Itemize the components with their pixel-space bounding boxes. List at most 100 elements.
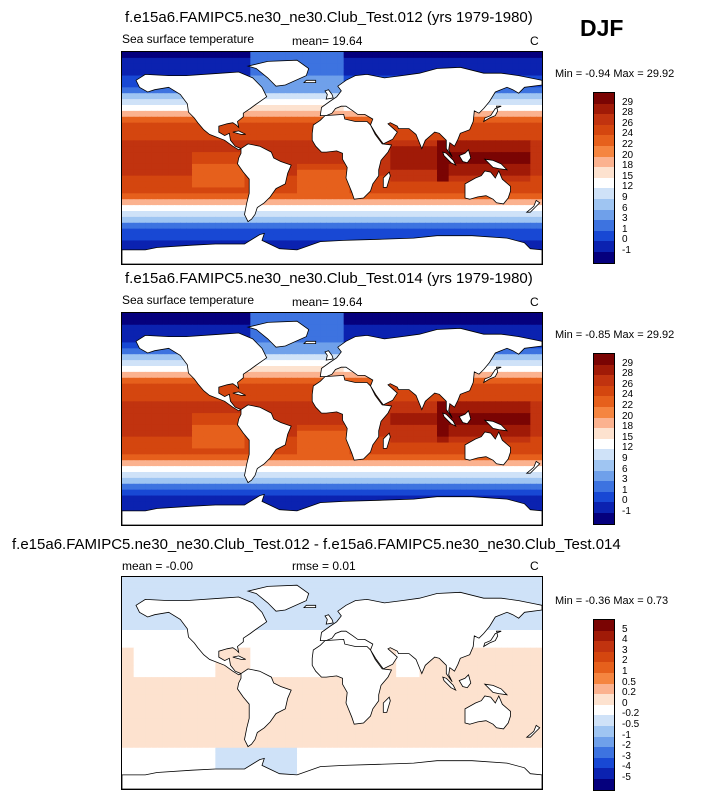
land-north-america [135, 332, 268, 412]
colorbar-tick-label: 2 [622, 655, 628, 667]
map-svg [122, 52, 542, 264]
colorbar-tick-label: 9 [622, 453, 628, 464]
colorbar-tick-label: 24 [622, 389, 634, 401]
colorbar-tick-label: -4 [622, 761, 631, 773]
colorbar-cell [594, 156, 614, 168]
colorbar-cell [594, 512, 614, 524]
colorbar-tick-label: 6 [622, 202, 628, 214]
colorbar-tick-label: -5 [622, 772, 631, 783]
land-new-zealand [525, 199, 541, 213]
panel-3-title: f.e15a6.FAMIPC5.ne30_ne30.Club_Test.012 … [12, 536, 621, 553]
colorbar-tick-label: 26 [622, 378, 634, 390]
colorbar-cell [594, 736, 614, 748]
colorbar-cell [594, 449, 614, 460]
colorbar-cell [594, 114, 614, 125]
land-japan [483, 630, 502, 648]
colorbar-tick-label: 5 [622, 623, 628, 635]
colorbar-cell [594, 459, 614, 471]
land-australia [464, 431, 511, 466]
colorbar-cell [594, 188, 614, 199]
season-label: DJF [580, 15, 624, 41]
land-north-america [135, 596, 268, 676]
colorbar-cell [594, 354, 614, 365]
panel-2-mean: mean= 19.64 [292, 295, 362, 309]
colorbar-tick-label: 22 [622, 400, 634, 411]
colorbar-tick-label: 29 [622, 96, 634, 108]
colorbar-tick-label: 3 [622, 644, 628, 656]
colorbar-cell [594, 396, 614, 407]
land-greenland [246, 320, 310, 348]
land-greenland [246, 59, 310, 87]
colorbar-tick-label: 20 [622, 149, 634, 161]
colorbar-tick-label: 9 [622, 192, 628, 203]
colorbar-tick-label: -0.5 [622, 719, 640, 730]
colorbar-cell [594, 768, 614, 779]
land-borneo [458, 410, 472, 425]
panel-2-colorbar [593, 353, 615, 525]
colorbar-cell [594, 103, 614, 115]
panel-1-variable: Sea surface temperature [122, 32, 255, 46]
panel-1-map [121, 51, 543, 265]
land-europe-asia [319, 591, 542, 683]
panel-3-mean-label: mean = [122, 559, 163, 573]
colorbar-tick-label: 3 [622, 474, 628, 486]
colorbar-cell [594, 145, 614, 157]
panel-3-rmse-label: rmse = [292, 559, 330, 573]
colorbar-tick-label: 3 [622, 213, 628, 225]
land-antarctica [122, 493, 542, 525]
colorbar-tick-label: 28 [622, 368, 634, 380]
panel-3-mean: mean = -0.00 [122, 559, 193, 573]
panel-1-colorbar [593, 92, 615, 264]
colorbar-cell [594, 672, 614, 684]
colorbar-tick-label: 26 [622, 117, 634, 129]
land-uk [324, 89, 334, 100]
colorbar-cell [594, 177, 614, 189]
colorbar-tick-label: 12 [622, 442, 634, 454]
colorbar-tick-label: -1 [622, 245, 631, 256]
colorbar-cell [594, 620, 614, 631]
land-africa [311, 374, 393, 461]
colorbar-cell [594, 230, 614, 242]
colorbar-cell [594, 241, 614, 252]
land-madagascar [382, 696, 391, 713]
colorbar-tick-label: 12 [622, 181, 634, 193]
map-svg [122, 313, 542, 525]
land-sumatra [442, 151, 457, 167]
colorbar-cell [594, 778, 614, 790]
colorbar-cell [594, 662, 614, 673]
land-south-america [237, 668, 292, 748]
colorbar-tick-label: 6 [622, 463, 628, 475]
land-new-guinea [483, 683, 509, 696]
colorbar-tick-label: 1 [622, 223, 628, 235]
colorbar-cell [594, 124, 614, 136]
colorbar-cell [594, 481, 614, 492]
colorbar-cell [594, 428, 614, 439]
colorbar-cell [594, 641, 614, 652]
land-madagascar [382, 171, 391, 188]
land-cuba [232, 130, 246, 135]
land-borneo [458, 149, 472, 164]
panel-1-minmax: Min = -0.94 Max = 29.92 [555, 68, 675, 80]
colorbar-cell [594, 715, 614, 726]
panel-3-rmse: rmse = 0.01 [292, 559, 356, 573]
panel-2-mean-label: mean= [292, 295, 330, 309]
colorbar-cell [594, 198, 614, 210]
colorbar-cell [594, 93, 614, 104]
colorbar-tick-label: 0 [622, 697, 628, 709]
land-new-guinea [483, 158, 509, 171]
land-new-guinea [483, 419, 509, 432]
panel-2-mean-value: 19.64 [332, 295, 363, 309]
colorbar-tick-label: -1 [622, 729, 631, 741]
land-sumatra [442, 676, 457, 692]
land-new-zealand [525, 460, 541, 474]
colorbar-cell [594, 364, 614, 376]
panel-3-map [121, 576, 543, 790]
colorbar-cell [594, 417, 614, 429]
colorbar-cell [594, 385, 614, 397]
land-japan [483, 105, 502, 123]
land-borneo [458, 674, 472, 689]
land-japan [483, 366, 502, 384]
panel-3-mean-value: -0.00 [165, 559, 194, 573]
panel-1-mean: mean= 19.64 [292, 34, 362, 48]
land-australia [464, 695, 511, 730]
